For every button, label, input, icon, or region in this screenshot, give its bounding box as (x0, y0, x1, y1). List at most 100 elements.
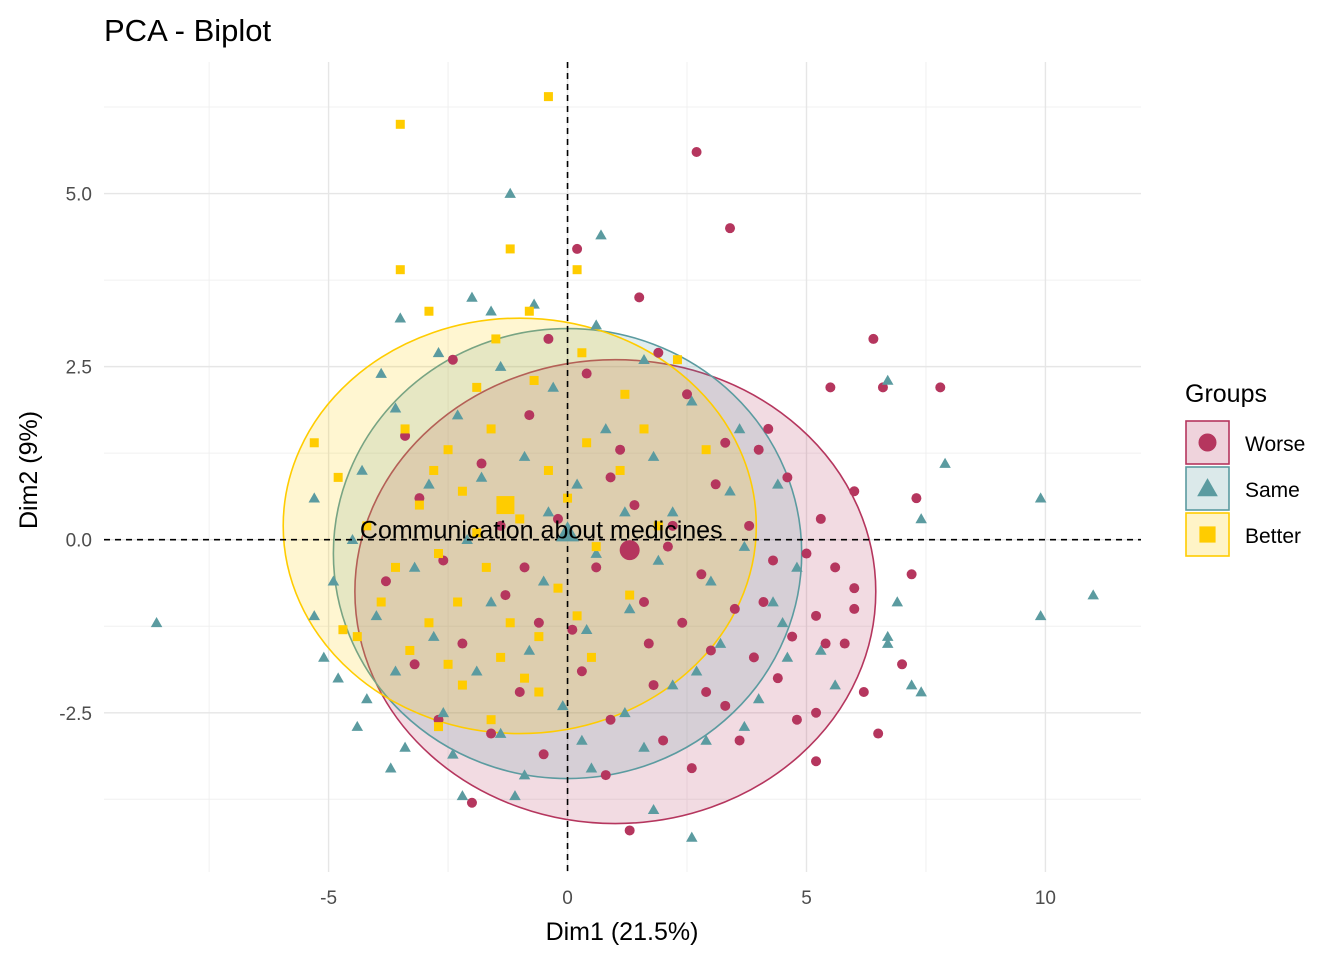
point-better (333, 472, 343, 482)
point-same (595, 229, 607, 240)
point-same (686, 831, 698, 842)
centroid-worse (619, 540, 640, 561)
point-worse (409, 659, 420, 670)
point-worse (734, 735, 745, 746)
point-same (456, 790, 469, 801)
point-better (653, 521, 663, 531)
point-better (534, 632, 544, 642)
point-better (457, 486, 467, 496)
point-better (352, 632, 362, 642)
point-same (724, 485, 736, 496)
point-better (563, 493, 573, 503)
point-worse (639, 597, 650, 607)
point-better (701, 445, 711, 455)
point-better (472, 528, 482, 538)
point-same (881, 637, 894, 648)
centroid-same (556, 521, 580, 542)
point-worse (877, 382, 888, 393)
point-worse (629, 500, 640, 511)
point-worse (658, 735, 669, 746)
point-worse (576, 666, 587, 677)
point-same (666, 679, 679, 690)
point-worse (486, 728, 497, 739)
point-worse (634, 292, 645, 303)
point-worse (682, 389, 693, 400)
point-better (443, 659, 453, 669)
point-worse (720, 700, 731, 711)
point-same (590, 547, 602, 558)
point-same (308, 492, 321, 503)
point-same (370, 610, 383, 621)
point-worse (653, 347, 664, 358)
point-better (443, 445, 453, 455)
legend: Groups Worse Same Better (1185, 380, 1305, 557)
point-same (394, 312, 407, 323)
y-axis-title: Dim2 (9%) (15, 411, 43, 529)
point-worse (466, 797, 477, 808)
point-same (509, 790, 521, 801)
point-same (557, 700, 569, 711)
point-better (486, 424, 496, 434)
point-same (619, 707, 631, 718)
point-worse (624, 825, 635, 836)
point-same (638, 741, 650, 752)
point-same (485, 596, 497, 607)
y-tick-label: 0.0 (66, 531, 92, 552)
point-worse (696, 569, 707, 580)
point-better (543, 465, 553, 475)
point-same (772, 478, 784, 489)
point-better (505, 244, 515, 254)
point-better (405, 645, 415, 655)
point-worse (873, 728, 884, 739)
point-worse (677, 617, 688, 628)
point-worse (605, 472, 616, 483)
point-same (619, 506, 631, 517)
point-same (318, 651, 330, 662)
point-worse (591, 562, 602, 573)
legend-marker-worse (1198, 433, 1217, 452)
point-same (738, 720, 751, 731)
point-worse (686, 763, 697, 774)
chart-title: PCA - Biplot (104, 13, 272, 48)
point-same (332, 672, 344, 683)
point-same (423, 478, 435, 489)
point-worse (858, 687, 869, 697)
point-same (427, 630, 440, 641)
point-same (576, 734, 588, 745)
point-better (491, 334, 501, 344)
point-worse (897, 659, 908, 670)
point-better (572, 611, 582, 621)
point-worse (572, 243, 583, 254)
point-better (434, 549, 444, 559)
point-worse (519, 562, 530, 573)
point-worse (763, 423, 774, 434)
point-better (577, 348, 587, 358)
point-worse (600, 770, 611, 781)
point-better (453, 597, 463, 607)
point-worse (581, 368, 592, 379)
point-worse (753, 444, 764, 455)
point-same (1034, 492, 1047, 503)
point-worse (648, 680, 659, 691)
y-tick-label: 5.0 (66, 185, 92, 206)
point-same (652, 554, 665, 565)
point-same (881, 630, 894, 641)
point-better (376, 597, 386, 607)
point-worse (935, 382, 946, 393)
point-worse (811, 756, 822, 767)
point-better (543, 92, 553, 102)
point-worse (825, 382, 836, 393)
point-same (346, 533, 359, 545)
x-tick-label: 5 (801, 888, 812, 909)
point-same (1087, 589, 1099, 600)
point-same (585, 762, 598, 773)
point-same (432, 347, 445, 358)
legend-item-same: Same (1185, 466, 1300, 511)
point-worse (830, 562, 841, 573)
point-same (815, 644, 827, 655)
point-better (481, 562, 491, 572)
point-same (528, 298, 540, 309)
point-worse (476, 458, 487, 469)
point-same (714, 637, 727, 648)
centroid-better (496, 496, 515, 515)
